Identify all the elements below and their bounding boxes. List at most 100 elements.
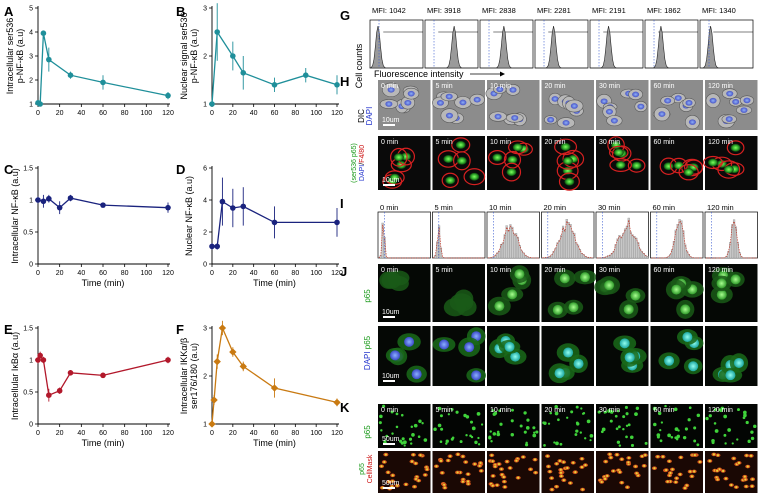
nucleus (510, 351, 521, 362)
data-point (46, 195, 52, 202)
cell-dot (554, 404, 558, 409)
y-axis-label: Intracellular IKKα/βser176/180 (a.u) (179, 338, 199, 414)
data-point (165, 204, 171, 211)
cell-dot (743, 410, 747, 415)
p65-signal (673, 161, 684, 170)
cell-overlap (550, 488, 554, 491)
x-tick-label: 40 (250, 430, 258, 437)
cell-dot (391, 432, 394, 435)
data-point (239, 362, 247, 371)
fit-curve (542, 220, 594, 259)
y-tick-label: 0 (203, 262, 207, 269)
cell-overlap (555, 462, 558, 465)
cell-dot (727, 428, 731, 432)
cell-overlap (456, 471, 459, 474)
p65-signal (389, 173, 400, 182)
nucleus (624, 352, 635, 363)
cell-overlap (603, 477, 607, 481)
dapi-nucleus (385, 101, 393, 107)
cell-dot (519, 424, 523, 428)
cell-overlap (464, 460, 467, 464)
cell-overlap (750, 485, 754, 488)
p65-signal (730, 143, 741, 152)
x-tick-label: 0 (36, 430, 40, 437)
cell-dot (542, 421, 545, 425)
x-tick-label: 40 (77, 430, 85, 437)
cell-overlap (669, 471, 672, 475)
cell-dot (476, 412, 481, 416)
cell-dot (574, 433, 578, 436)
cell-overlap (683, 486, 687, 490)
y-tick-label: 0.5 (23, 230, 33, 237)
y-tick-label: 1 (203, 102, 207, 109)
nucleus (682, 331, 693, 342)
cell-overlap (500, 473, 504, 476)
histogram-bar (625, 225, 629, 259)
cell-dot (450, 437, 454, 441)
cell-dot (575, 405, 579, 409)
timepoint-label: 10 min (490, 139, 511, 146)
chart-e: 0 0.5 1 1.5 0 20 40 60 80 100 120 Intracellular IκB… (10, 326, 174, 449)
cell-overlap (502, 475, 505, 479)
cell-dot (400, 413, 404, 417)
x-tick-label: 60 (99, 110, 107, 117)
y-axis-label-line2: p-NF-κB (a.u) (189, 29, 199, 84)
timepoint-label: 120 min (708, 139, 733, 146)
timepoint-label: 20 min (544, 203, 567, 212)
panel-letter-d: D (176, 162, 185, 177)
cell-dot (433, 427, 437, 432)
cell-dot (450, 407, 454, 411)
data-point (334, 219, 340, 226)
p65-nucleus (680, 304, 691, 315)
mfi-label: MFI: 1862 (647, 6, 681, 15)
cell-dot (493, 411, 498, 415)
cell-dot (747, 439, 751, 444)
f480-membrane (609, 145, 629, 160)
cell-dot (525, 441, 528, 444)
cell-dot (524, 443, 529, 447)
cell-overlap (448, 455, 452, 458)
cell-overlap (724, 477, 728, 480)
fit-curve (433, 227, 485, 259)
cell-overlap (558, 459, 562, 462)
cell-dot (604, 410, 608, 414)
histogram-bar (511, 226, 514, 259)
cell-overlap (550, 476, 553, 480)
cell-dot (382, 404, 386, 408)
p65-tile (541, 404, 594, 448)
cell-overlap (581, 488, 584, 491)
g-ylabel: Cell counts (354, 43, 364, 88)
histogram-bar (629, 231, 632, 259)
cell-dot (724, 442, 727, 445)
x-axis-label: Time (min) (82, 438, 125, 448)
histogram-bar (734, 226, 738, 259)
histogram-bar (509, 224, 512, 259)
y-tick-label: 3 (203, 326, 207, 333)
cell-overlap (473, 462, 476, 466)
cell-overlap (635, 472, 638, 475)
cell-dot (615, 427, 619, 431)
histogram-bar (620, 236, 623, 259)
data-point (213, 357, 221, 366)
cell-dot (718, 408, 722, 412)
panel-letter-f: F (176, 322, 184, 337)
timepoint-label: 120 min (708, 267, 733, 274)
cell-dot (675, 437, 679, 441)
chart-a: 1 2 3 4 5 0 20 40 60 80 100 120 Intracellular ser536… (5, 6, 174, 118)
dapi-nucleus (605, 108, 613, 115)
cell-dot (390, 410, 394, 414)
data-point (219, 198, 226, 205)
scale-bar (383, 487, 395, 489)
cell-overlap (534, 471, 537, 474)
data-point (40, 357, 47, 363)
mfi-label: MFI: 1340 (702, 6, 736, 15)
x-tick-label: 60 (271, 430, 279, 437)
cell-overlap (419, 454, 422, 457)
dapi-nucleus (740, 107, 748, 113)
cell-dot (523, 430, 527, 434)
cell-dot (713, 422, 717, 425)
cell-dot (586, 419, 591, 424)
cell-overlap (656, 455, 659, 458)
dapi-nucleus (725, 116, 733, 122)
timepoint-label: 5 min (436, 267, 453, 274)
